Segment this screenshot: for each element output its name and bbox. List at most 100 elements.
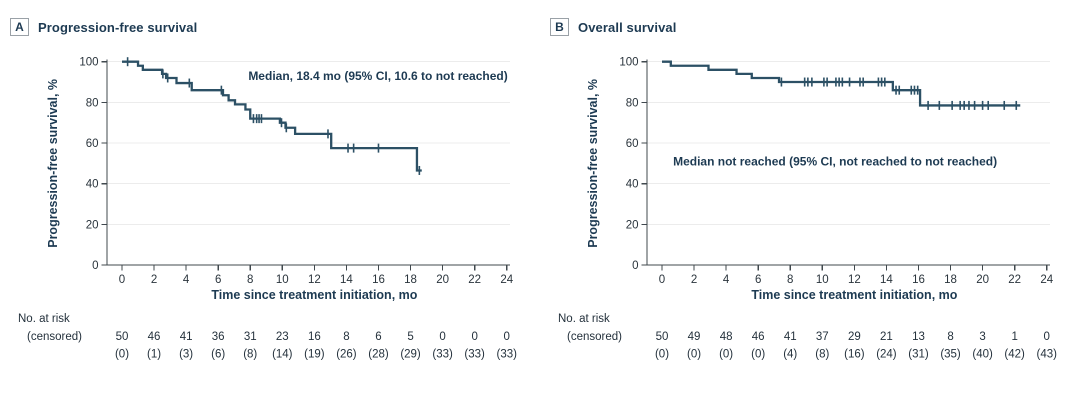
x-tick-label: 8 <box>787 274 793 286</box>
at-risk-label: No. at risk <box>18 313 70 325</box>
at-risk-censored-count: (0) <box>115 349 129 361</box>
at-risk-count: 36 <box>212 331 225 343</box>
y-tick-label: 100 <box>79 57 98 69</box>
at-risk-censored-count: (35) <box>940 349 961 361</box>
at-risk-censored-count: (0) <box>751 349 765 361</box>
panel-a: A Progression-free survival 0 20 40 60 80 100… <box>10 18 517 361</box>
at-risk-count: 41 <box>784 331 797 343</box>
x-tick-label: 12 <box>848 274 861 286</box>
y-tick-label: 0 <box>92 260 98 272</box>
at-risk-count: 8 <box>343 331 349 343</box>
at-risk-censored-count: (4) <box>783 349 797 361</box>
at-risk-count: 0 <box>1044 331 1050 343</box>
at-risk-censored-count: (19) <box>304 349 325 361</box>
at-risk-count: 0 <box>504 331 510 343</box>
panel-a-title: Progression-free survival <box>38 19 198 35</box>
at-risk-count: 41 <box>180 331 193 343</box>
y-tick-label: 0 <box>632 260 638 272</box>
at-risk-censored-count: (3) <box>179 349 193 361</box>
y-tick-label: 60 <box>86 138 99 150</box>
x-tick-label: 8 <box>247 274 253 286</box>
panel-a-header: A Progression-free survival <box>10 18 197 36</box>
at-risk-censored-count: (24) <box>876 349 897 361</box>
at-risk-count: 31 <box>244 331 257 343</box>
at-risk-censored-count: (28) <box>368 349 389 361</box>
x-tick-label: 4 <box>183 274 190 286</box>
at-risk-censored-count: (16) <box>844 349 865 361</box>
at-risk-censored-count: (8) <box>243 349 257 361</box>
at-risk-count: 46 <box>148 331 161 343</box>
at-risk-count: 37 <box>816 331 829 343</box>
at-risk-count: 46 <box>752 331 765 343</box>
at-risk-sublabel: (censored) <box>567 331 622 343</box>
at-risk-count: 29 <box>848 331 861 343</box>
y-tick-label: 40 <box>626 179 639 191</box>
x-tick-label: 16 <box>372 274 385 286</box>
at-risk-censored-count: (33) <box>464 349 485 361</box>
at-risk-censored-count: (0) <box>719 349 733 361</box>
x-tick-label: 24 <box>500 274 513 286</box>
at-risk-count: 6 <box>375 331 381 343</box>
panel-b: B Overall survival 0 20 40 60 80 100 0 2 4 6 8 10 12… <box>540 0 1080 400</box>
at-risk-count: 50 <box>116 331 129 343</box>
at-risk-count: 49 <box>688 331 701 343</box>
x-tick-label: 14 <box>340 274 353 286</box>
x-tick-label: 22 <box>468 274 481 286</box>
at-risk-count: 13 <box>912 331 925 343</box>
at-risk-label: No. at risk <box>558 313 610 325</box>
at-risk-count: 0 <box>439 331 445 343</box>
x-tick-label: 18 <box>944 274 957 286</box>
y-tick-label: 100 <box>619 57 638 69</box>
at-risk-censored-count: (0) <box>687 349 701 361</box>
x-tick-label: 18 <box>404 274 417 286</box>
at-risk-count: 48 <box>720 331 733 343</box>
panel-b-letter-badge: B <box>550 18 569 36</box>
panel-a-letter-badge: A <box>10 18 29 36</box>
x-tick-label: 12 <box>308 274 321 286</box>
x-tick-label: 20 <box>976 274 989 286</box>
x-tick-label: 2 <box>151 274 157 286</box>
x-tick-label: 10 <box>276 274 289 286</box>
x-tick-label: 0 <box>119 274 125 286</box>
x-axis-title: Time since treatment initiation, mo <box>751 288 957 302</box>
at-risk-censored-count: (29) <box>400 349 421 361</box>
at-risk-count: 50 <box>656 331 669 343</box>
y-axis-title: Progression-free survival, % <box>46 79 60 248</box>
y-tick-label: 60 <box>626 138 639 150</box>
x-tick-label: 10 <box>816 274 829 286</box>
at-risk-count: 0 <box>471 331 477 343</box>
x-tick-label: 6 <box>755 274 761 286</box>
at-risk-censored-count: (31) <box>908 349 929 361</box>
at-risk-count: 21 <box>880 331 893 343</box>
panel-b-title: Overall survival <box>578 19 677 35</box>
at-risk-sublabel: (censored) <box>27 331 82 343</box>
at-risk-censored-count: (33) <box>496 349 517 361</box>
km-curve-path <box>662 60 1021 107</box>
y-axis-title: Progression-free survival, % <box>586 79 600 248</box>
at-risk-count: 8 <box>947 331 953 343</box>
x-tick-label: 4 <box>723 274 730 286</box>
km-curve-path <box>122 60 422 172</box>
median-annotation: Median not reached (95% CI, not reached … <box>673 154 997 168</box>
at-risk-censored-count: (0) <box>655 349 669 361</box>
x-axis-title: Time since treatment initiation, mo <box>211 288 417 302</box>
x-tick-label: 16 <box>912 274 925 286</box>
at-risk-count: 23 <box>276 331 289 343</box>
panel-b-header: B Overall survival <box>550 18 676 36</box>
at-risk-count: 16 <box>308 331 321 343</box>
y-tick-label: 40 <box>86 179 99 191</box>
at-risk-count: 5 <box>407 331 413 343</box>
y-tick-label: 20 <box>626 219 639 231</box>
x-tick-label: 22 <box>1008 274 1021 286</box>
at-risk-censored-count: (42) <box>1004 349 1025 361</box>
at-risk-censored-count: (43) <box>1036 349 1057 361</box>
at-risk-censored-count: (26) <box>336 349 357 361</box>
y-tick-label: 80 <box>86 97 99 109</box>
x-tick-label: 14 <box>880 274 893 286</box>
x-tick-label: 2 <box>691 274 697 286</box>
at-risk-censored-count: (8) <box>815 349 829 361</box>
x-tick-label: 20 <box>436 274 449 286</box>
